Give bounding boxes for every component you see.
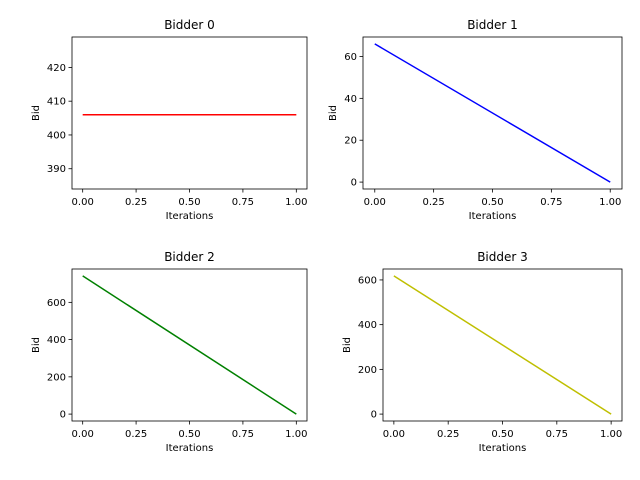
y-tick-label: 40 <box>344 94 357 105</box>
x-tick-label: 0.00 <box>383 429 405 440</box>
chart-title: Bidder 2 <box>164 250 215 264</box>
chart-title: Bidder 1 <box>467 18 518 32</box>
x-tick-label: 0.25 <box>437 429 459 440</box>
y-tick-label: 600 <box>358 275 377 286</box>
x-tick-label: 0.50 <box>481 197 503 208</box>
y-tick-label: 60 <box>344 52 357 63</box>
y-axis-label: Bid <box>342 337 353 353</box>
chart-title: Bidder 3 <box>477 250 528 264</box>
x-tick-label: 0.00 <box>72 429 94 440</box>
x-tick-label: 0.75 <box>232 197 254 208</box>
x-tick-label: 0.75 <box>232 429 254 440</box>
x-axis-label: Iterations <box>469 211 517 222</box>
series-line <box>393 275 612 415</box>
x-axis-label: Iterations <box>479 443 527 454</box>
y-axis-label: Bid <box>31 105 42 121</box>
chart-title: Bidder 0 <box>164 18 215 32</box>
y-tick-label: 390 <box>47 164 66 175</box>
y-tick-label: 400 <box>47 335 66 346</box>
x-tick-label: 0.50 <box>178 197 200 208</box>
y-tick-label: 420 <box>47 63 66 74</box>
y-tick-label: 0 <box>60 410 66 421</box>
x-tick-label: 0.00 <box>364 197 386 208</box>
x-tick-label: 1.00 <box>600 429 622 440</box>
y-tick-label: 200 <box>47 372 66 383</box>
y-tick-label: 0 <box>351 178 357 189</box>
subplot-bidder-3: Bidder 3 0.00 0.25 0.50 0.75 1.00 0 200 400 600 It… <box>342 250 623 454</box>
y-tick-label: 20 <box>344 136 357 147</box>
y-tick-label: 400 <box>358 320 377 331</box>
axes-frame <box>71 36 308 190</box>
y-axis-label: Bid <box>31 337 42 353</box>
y-tick-label: 600 <box>47 298 66 309</box>
x-tick-label: 0.75 <box>540 197 562 208</box>
y-tick-label: 200 <box>358 365 377 376</box>
x-tick-label: 0.75 <box>546 429 568 440</box>
x-axis-label: Iterations <box>166 443 214 454</box>
y-tick-label: 410 <box>47 97 66 108</box>
y-tick-label: 400 <box>47 130 66 141</box>
series-line <box>374 43 611 183</box>
y-tick-label: 0 <box>371 410 377 421</box>
subplot-bidder-1: Bidder 1 0.00 0.25 0.50 0.75 1.00 0 20 40 60 Itera… <box>328 18 623 222</box>
x-tick-label: 0.25 <box>125 197 147 208</box>
x-tick-label: 1.00 <box>599 197 621 208</box>
x-tick-label: 0.25 <box>423 197 445 208</box>
x-axis-label: Iterations <box>166 211 214 222</box>
x-tick-label: 0.50 <box>178 429 200 440</box>
x-tick-label: 0.25 <box>125 429 147 440</box>
series-line <box>82 275 297 415</box>
x-tick-label: 1.00 <box>285 429 307 440</box>
y-axis-label: Bid <box>328 105 339 121</box>
x-tick-label: 0.50 <box>491 429 513 440</box>
x-tick-label: 1.00 <box>285 197 307 208</box>
x-tick-label: 0.00 <box>72 197 94 208</box>
subplot-bidder-0: Bidder 0 0.00 0.25 0.50 0.75 1.00 390 400 410 420… <box>31 18 308 222</box>
subplot-bidder-2: Bidder 2 0.00 0.25 0.50 0.75 1.00 0 200 400 600 It… <box>31 250 308 454</box>
